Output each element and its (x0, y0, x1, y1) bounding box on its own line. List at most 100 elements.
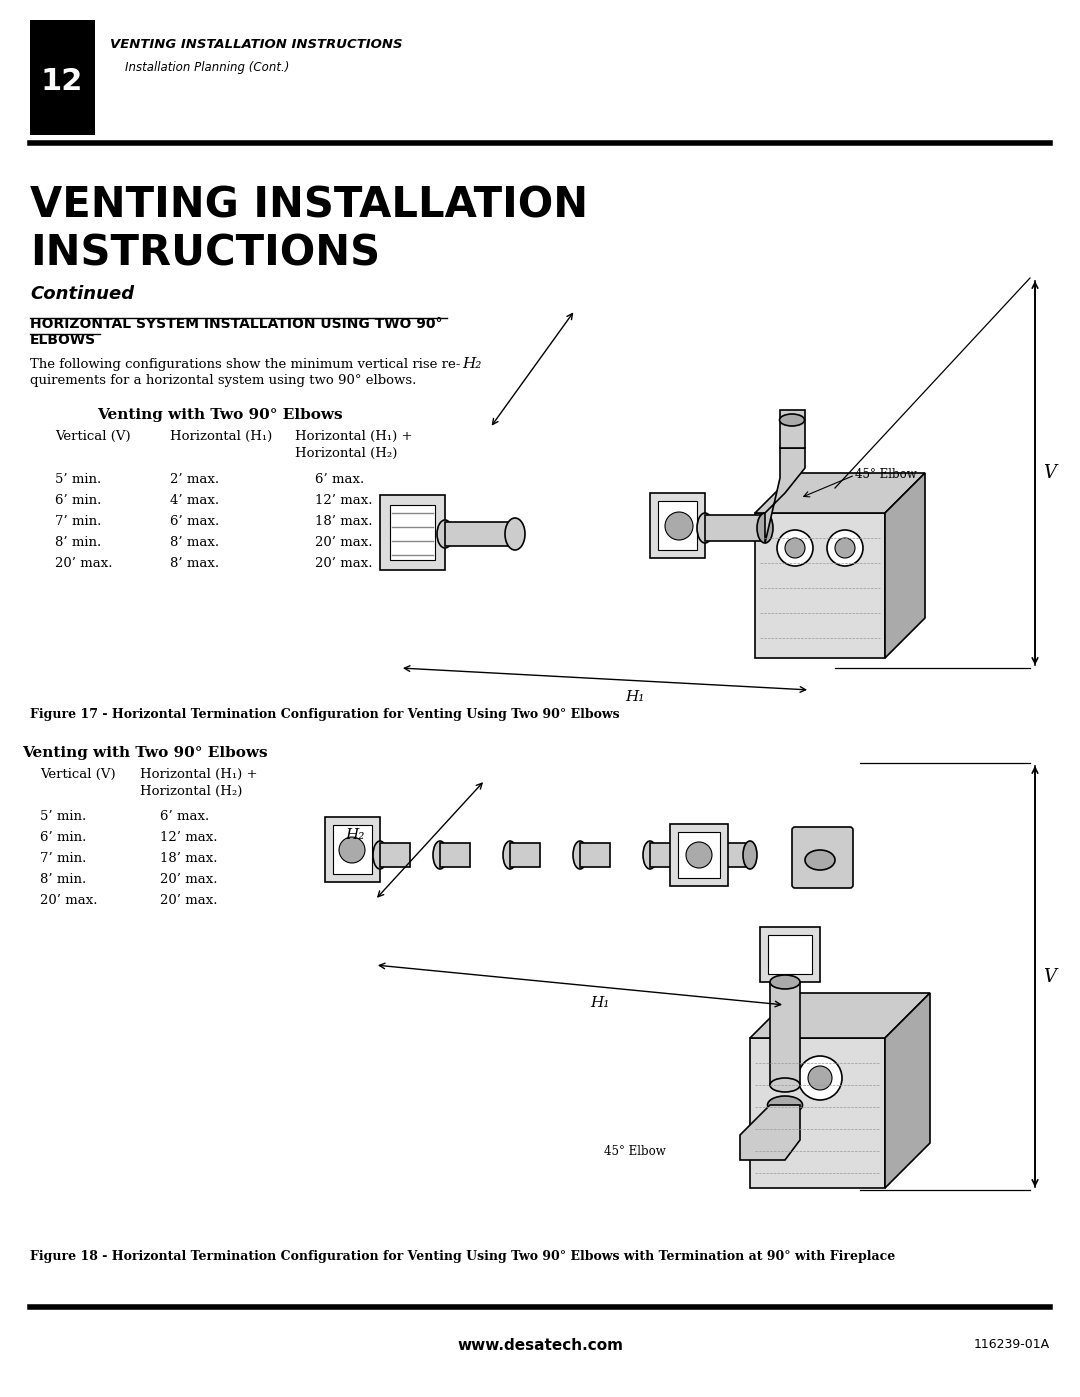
Bar (325, 817, 380, 882)
Bar (770, 982, 800, 1085)
Bar (390, 504, 435, 560)
Bar (580, 842, 610, 868)
Text: 6’ max.: 6’ max. (160, 810, 210, 823)
Text: 8’ max.: 8’ max. (170, 557, 219, 570)
Polygon shape (755, 474, 924, 513)
Ellipse shape (433, 841, 447, 869)
Circle shape (339, 837, 365, 863)
Ellipse shape (373, 841, 387, 869)
Text: 20’ max.: 20’ max. (160, 873, 217, 886)
Text: www.desatech.com: www.desatech.com (457, 1338, 623, 1354)
FancyBboxPatch shape (792, 827, 853, 888)
Text: Figure 18 - Horizontal Termination Configuration for Venting Using Two 90° Elbow: Figure 18 - Horizontal Termination Confi… (30, 1250, 895, 1263)
Text: H₁: H₁ (590, 996, 609, 1010)
Text: V: V (1043, 968, 1056, 985)
Polygon shape (750, 993, 930, 1038)
Text: 6’ min.: 6’ min. (40, 831, 86, 844)
Text: H₂: H₂ (345, 828, 364, 842)
Ellipse shape (770, 975, 800, 989)
Text: 8’ min.: 8’ min. (40, 873, 86, 886)
Ellipse shape (713, 841, 727, 869)
Circle shape (798, 1056, 842, 1099)
Text: 6’ min.: 6’ min. (55, 495, 102, 507)
Text: ELBOWS: ELBOWS (30, 332, 96, 346)
Text: VENTING INSTALLATION: VENTING INSTALLATION (30, 184, 589, 226)
Text: 5’ min.: 5’ min. (55, 474, 102, 486)
Text: 7’ min.: 7’ min. (40, 852, 86, 865)
Bar (333, 826, 372, 875)
Text: Vertical (V): Vertical (V) (55, 430, 131, 443)
Text: 20’ max.: 20’ max. (160, 894, 217, 907)
Text: INSTRUCTIONS: INSTRUCTIONS (30, 232, 380, 274)
Bar (760, 928, 820, 982)
Bar (768, 935, 812, 974)
Ellipse shape (780, 414, 805, 426)
Bar (755, 513, 885, 658)
Text: Horizontal (H₂): Horizontal (H₂) (140, 785, 242, 798)
Circle shape (665, 511, 693, 541)
Ellipse shape (573, 841, 588, 869)
Text: 18’ max.: 18’ max. (315, 515, 373, 528)
Bar (780, 409, 805, 448)
Ellipse shape (697, 513, 713, 543)
Ellipse shape (805, 849, 835, 870)
Ellipse shape (768, 1097, 802, 1113)
Bar (380, 842, 410, 868)
Bar (380, 495, 445, 570)
Bar (678, 833, 720, 877)
Ellipse shape (503, 841, 517, 869)
Bar (510, 842, 540, 868)
Text: HORIZONTAL SYSTEM INSTALLATION USING TWO 90°: HORIZONTAL SYSTEM INSTALLATION USING TWO… (30, 317, 443, 331)
Text: 6’ max.: 6’ max. (170, 515, 219, 528)
Text: Horizontal (H₁) +: Horizontal (H₁) + (140, 768, 257, 781)
Text: 20’ max.: 20’ max. (55, 557, 112, 570)
Ellipse shape (507, 520, 523, 548)
Text: Continued: Continued (30, 285, 134, 303)
Bar (720, 842, 750, 868)
Ellipse shape (643, 841, 657, 869)
Polygon shape (885, 474, 924, 658)
Text: 8’ max.: 8’ max. (170, 536, 219, 549)
Polygon shape (740, 1105, 800, 1160)
Ellipse shape (505, 518, 525, 550)
Circle shape (777, 529, 813, 566)
Polygon shape (885, 993, 930, 1187)
Circle shape (808, 1066, 832, 1090)
Text: 2’ max.: 2’ max. (170, 474, 219, 486)
Text: H₁: H₁ (625, 690, 645, 704)
Text: 12’ max.: 12’ max. (315, 495, 373, 507)
Text: Installation Planning (Cont.): Installation Planning (Cont.) (110, 61, 289, 74)
Text: VENTING INSTALLATION INSTRUCTIONS: VENTING INSTALLATION INSTRUCTIONS (110, 39, 403, 52)
Circle shape (785, 538, 805, 557)
Bar (705, 515, 765, 541)
Text: 20’ max.: 20’ max. (315, 557, 373, 570)
Text: quirements for a horizontal system using two 90° elbows.: quirements for a horizontal system using… (30, 374, 417, 387)
Circle shape (835, 538, 855, 557)
Polygon shape (765, 448, 805, 543)
Bar (650, 493, 705, 557)
Text: Vertical (V): Vertical (V) (40, 768, 116, 781)
Text: 20’ max.: 20’ max. (315, 536, 373, 549)
Text: 20’ max.: 20’ max. (40, 894, 97, 907)
Text: 18’ max.: 18’ max. (160, 852, 217, 865)
Ellipse shape (743, 841, 757, 869)
Text: Horizontal (H₁): Horizontal (H₁) (170, 430, 272, 443)
Text: 6’ max.: 6’ max. (315, 474, 364, 486)
Text: 45° Elbow: 45° Elbow (604, 1146, 666, 1158)
Text: 116239-01A: 116239-01A (974, 1338, 1050, 1351)
Text: H₂: H₂ (462, 358, 482, 372)
Circle shape (686, 842, 712, 868)
Text: V: V (1043, 464, 1056, 482)
Text: 8’ min.: 8’ min. (55, 536, 102, 549)
Text: 45° Elbow: 45° Elbow (855, 468, 917, 481)
Bar (440, 842, 470, 868)
Bar (445, 522, 515, 546)
Bar (30, 20, 95, 136)
Text: Venting with Two 90° Elbows: Venting with Two 90° Elbows (23, 746, 268, 760)
Bar (750, 1038, 885, 1187)
Text: 5’ min.: 5’ min. (40, 810, 86, 823)
Text: Horizontal (H₂): Horizontal (H₂) (295, 447, 397, 460)
Text: The following configurations show the minimum vertical rise re-: The following configurations show the mi… (30, 358, 460, 372)
Ellipse shape (437, 520, 453, 548)
Text: 12: 12 (41, 67, 83, 96)
